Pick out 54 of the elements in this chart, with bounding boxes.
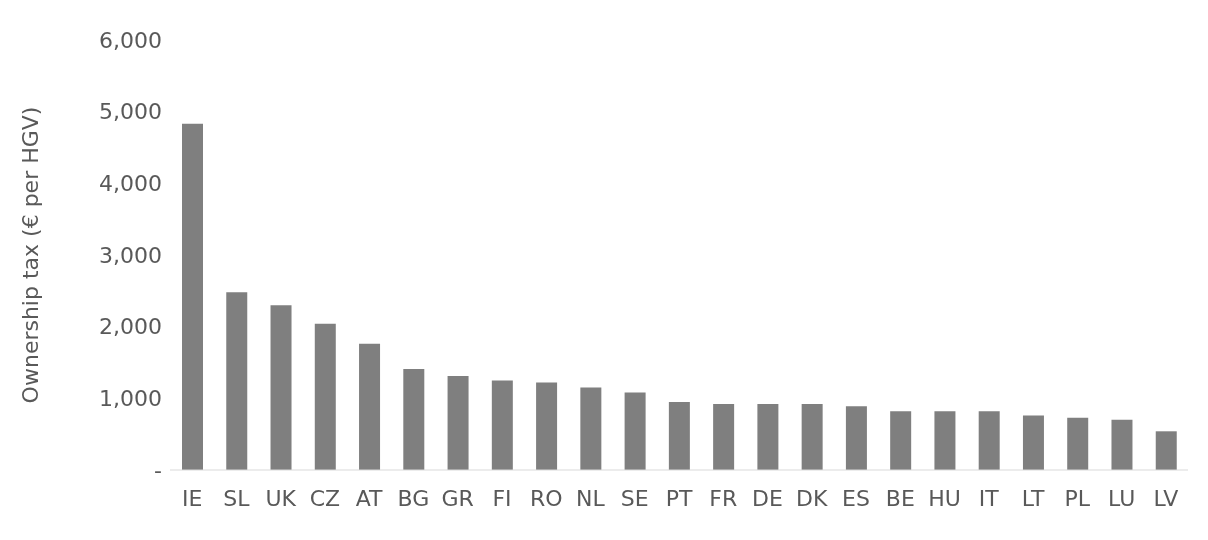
- bar: [757, 404, 779, 470]
- y-tick-label: 4,000: [99, 171, 162, 197]
- x-tick-label: BE: [885, 485, 915, 511]
- bar: [801, 404, 823, 470]
- x-tick-label: LT: [1021, 485, 1045, 511]
- y-tick-label: 2,000: [99, 314, 162, 340]
- bar: [226, 292, 248, 470]
- x-tick-label: LV: [1153, 485, 1179, 511]
- bar: [934, 411, 956, 470]
- bar: [624, 392, 646, 470]
- bar: [536, 382, 558, 470]
- x-tick-label: AT: [355, 485, 384, 511]
- bar: [890, 411, 912, 470]
- x-tick-label: HU: [928, 485, 961, 511]
- bar: [978, 411, 1000, 470]
- x-tick-label: DK: [796, 485, 829, 511]
- x-tick-label: DE: [752, 485, 783, 511]
- y-tick-label: 6,000: [99, 27, 162, 53]
- y-tick-label: 3,000: [99, 242, 162, 268]
- y-tick-label: -: [154, 457, 162, 483]
- x-tick-label: UK: [265, 485, 297, 511]
- x-tick-label: CZ: [309, 485, 341, 511]
- x-tick-label: SE: [620, 485, 649, 511]
- bar: [1111, 419, 1133, 470]
- bar: [668, 401, 690, 470]
- bar: [182, 123, 203, 470]
- x-tick-label: IT: [978, 485, 1000, 511]
- bar: [359, 343, 381, 470]
- x-tick-label: FR: [709, 485, 738, 511]
- x-tick-label: IE: [181, 485, 203, 511]
- y-axis-title: Ownership tax (€ per HGV): [17, 106, 43, 404]
- bar: [270, 305, 292, 470]
- bar: [713, 404, 735, 470]
- x-tick-label: BG: [397, 485, 430, 511]
- x-tick-label: LU: [1107, 485, 1136, 511]
- y-tick-label: 5,000: [99, 99, 162, 125]
- bar: [1067, 417, 1089, 470]
- x-tick-label: FI: [492, 485, 512, 511]
- bar: [1022, 415, 1044, 470]
- y-tick-label: 1,000: [99, 386, 162, 412]
- bar: [580, 387, 602, 470]
- x-tick-label: GR: [441, 485, 474, 511]
- x-tick-label: SL: [223, 485, 251, 511]
- x-tick-label: ES: [842, 485, 870, 511]
- bar: [403, 368, 425, 470]
- x-tick-label: PL: [1064, 485, 1091, 511]
- bar: [314, 323, 336, 470]
- x-tick-label: PT: [665, 485, 693, 511]
- bar: [491, 380, 513, 470]
- x-tick-label: RO: [529, 485, 563, 511]
- bar: [845, 406, 867, 470]
- bar: [447, 376, 469, 470]
- x-tick-label: NL: [576, 485, 606, 511]
- bar: [1155, 431, 1177, 470]
